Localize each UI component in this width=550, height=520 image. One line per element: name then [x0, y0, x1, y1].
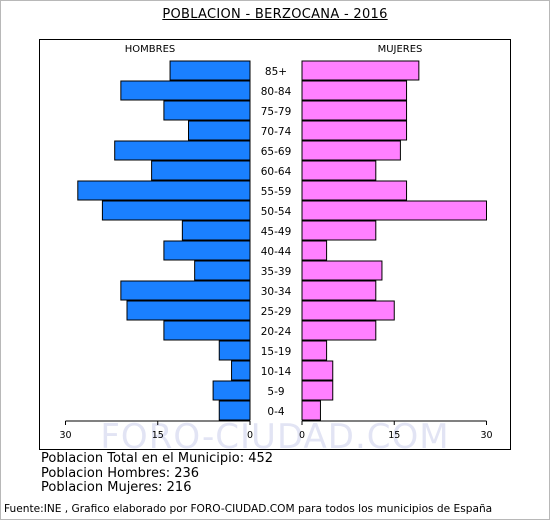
bar-mujeres-80-84 [301, 80, 408, 101]
bar-hombres-50-54 [101, 200, 251, 221]
age-group-label: 0-4 [267, 406, 284, 418]
bar-mujeres-10-14 [301, 360, 334, 381]
bar-hombres-20-24 [163, 320, 251, 341]
stat-women: Poblacion Mujeres: 216 [41, 480, 192, 495]
bar-hombres-5-9 [212, 380, 251, 401]
bar-hombres-55-59 [77, 180, 251, 201]
population-stats: Poblacion Total en el Municipio: 452 Pob… [41, 451, 274, 496]
bar-hombres-15-19 [218, 340, 251, 361]
bar-hombres-85+ [169, 60, 251, 81]
age-group-label: 85+ [265, 66, 287, 78]
age-group-label: 40-44 [261, 246, 292, 258]
bar-mujeres-35-39 [301, 260, 383, 281]
age-group-label: 15-19 [261, 346, 292, 358]
hombres-label: HOMBRES [125, 44, 176, 55]
watermark: FORO-CIUDAD.COM [100, 417, 450, 457]
age-group-label: 5-9 [267, 386, 284, 398]
age-group-label: 20-24 [261, 326, 292, 338]
chart-title: POBLACION - BERZOCANA - 2016 [162, 7, 388, 22]
bar-hombres-80-84 [120, 80, 251, 101]
bar-mujeres-20-24 [301, 320, 377, 341]
bar-hombres-60-64 [151, 160, 251, 181]
age-group-label: 80-84 [261, 86, 292, 98]
bar-mujeres-60-64 [301, 160, 377, 181]
bar-hombres-45-49 [181, 220, 251, 241]
bar-mujeres-70-74 [301, 120, 408, 141]
bar-mujeres-5-9 [301, 380, 334, 401]
bar-hombres-35-39 [194, 260, 251, 281]
mujeres-label: MUJERES [378, 44, 423, 55]
bar-hombres-30-34 [120, 280, 251, 301]
bar-hombres-65-69 [114, 140, 251, 161]
bar-mujeres-25-29 [301, 300, 395, 321]
age-group-label: 35-39 [261, 266, 292, 278]
bar-mujeres-65-69 [301, 140, 401, 161]
bar-mujeres-85+ [301, 60, 420, 81]
bar-mujeres-30-34 [301, 280, 377, 301]
bar-mujeres-40-44 [301, 240, 328, 261]
x-tick-label: 0 [247, 430, 253, 441]
age-group-label: 10-14 [261, 366, 292, 378]
age-group-label: 45-49 [261, 226, 292, 238]
x-tick-label: 30 [480, 430, 492, 441]
age-group-label: 30-34 [261, 286, 292, 298]
age-group-label: 25-29 [261, 306, 292, 318]
stat-total: Poblacion Total en el Municipio: 452 [41, 451, 274, 466]
bar-hombres-0-4 [218, 400, 251, 421]
stat-men: Poblacion Hombres: 236 [41, 465, 200, 481]
bar-hombres-25-29 [126, 300, 251, 321]
bar-mujeres-55-59 [301, 180, 408, 201]
x-tick-label: 15 [152, 430, 164, 441]
age-group-label: 75-79 [261, 106, 292, 118]
bar-hombres-40-44 [163, 240, 251, 261]
bar-mujeres-45-49 [301, 220, 377, 241]
bar-hombres-75-79 [163, 100, 251, 121]
bar-mujeres-15-19 [301, 340, 328, 361]
age-group-label: 70-74 [261, 126, 292, 138]
age-group-label: 60-64 [261, 166, 292, 178]
age-group-label: 65-69 [261, 146, 292, 158]
x-tick-label: 0 [299, 430, 305, 441]
source-note: Fuente:INE , Grafico elaborado por FORO-… [4, 503, 493, 515]
x-tick-label: 15 [388, 430, 400, 441]
bar-mujeres-0-4 [301, 400, 321, 421]
x-tick-label: 30 [59, 430, 71, 441]
plot-frame [39, 39, 511, 450]
bar-mujeres-75-79 [301, 100, 408, 121]
bar-hombres-10-14 [231, 360, 251, 381]
bar-hombres-70-74 [188, 120, 251, 141]
bar-mujeres-50-54 [301, 200, 487, 221]
age-group-label: 55-59 [261, 186, 292, 198]
age-group-label: 50-54 [261, 206, 292, 218]
